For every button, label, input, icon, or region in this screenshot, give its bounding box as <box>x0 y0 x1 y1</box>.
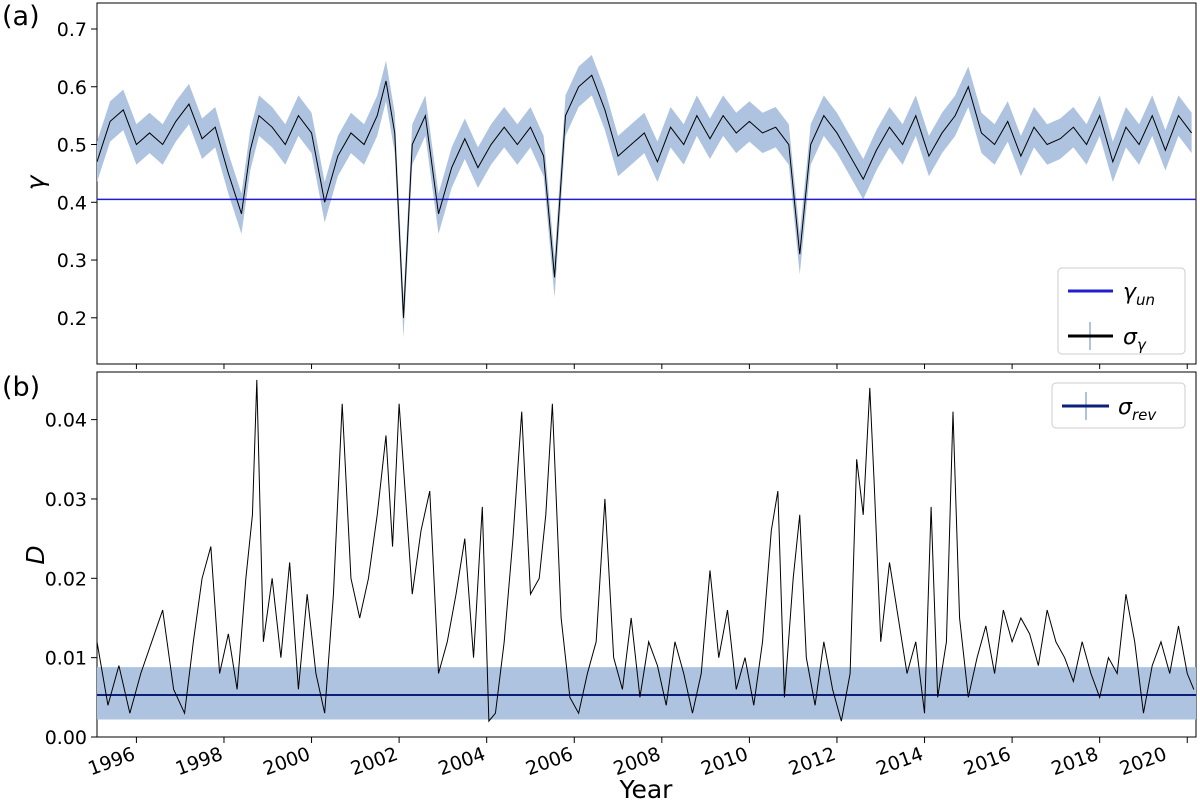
panel-a-label: (a) <box>2 1 40 32</box>
panel-b-error-band <box>97 667 1196 720</box>
panel-b-x-tick-label: 2004 <box>435 743 488 780</box>
panel-b-x-tick-label: 2006 <box>523 743 576 780</box>
legend-gamma-un-label: γun <box>1123 280 1155 309</box>
panel-b-series-line <box>96 379 1195 723</box>
panel-b-legend: σrev <box>1051 382 1186 429</box>
panel-b-x-tick-label: 2016 <box>961 743 1014 780</box>
panel-a-frame <box>96 2 1197 365</box>
panel-b: (b) 0.00 0.01 0.02 0.03 0.04 1996 1998 2000 200… <box>2 371 1197 804</box>
panel-b-x-tick-label: 2014 <box>873 743 926 780</box>
panel-b-x-tick-label: 1998 <box>173 743 226 780</box>
panel-a-y-tick-label: 0.2 <box>57 308 87 330</box>
panel-a-y-tick-label: 0.4 <box>57 192 87 214</box>
panel-b-y-axis-label: D <box>21 545 50 564</box>
panel-a-series-line <box>96 74 1193 318</box>
panel-b-x-axis-ticks: 1996 1998 2000 2002 2004 2006 2008 2010 2012 2014… <box>85 737 1188 780</box>
panel-a-y-axis-ticks: 0.2 0.3 0.4 0.5 0.6 0.7 <box>57 19 1188 369</box>
panel-a-y-tick-label: 0.3 <box>57 250 87 272</box>
panel-a-error-band <box>97 54 1192 339</box>
panel-a-y-axis-label: γ <box>21 174 50 190</box>
panel-b-x-tick-label: 2012 <box>786 743 839 780</box>
panel-b-y-tick-label: 0.04 <box>45 410 87 432</box>
x-axis-label: Year <box>619 775 674 804</box>
panel-b-y-tick-label: 0.03 <box>45 489 87 511</box>
panel-b-y-tick-label: 0.00 <box>45 727 87 749</box>
panel-b-y-tick-label: 0.01 <box>45 648 87 670</box>
legend-sigma-gamma-label: σγ <box>1123 325 1147 354</box>
panel-b-x-tick-label: 2018 <box>1048 743 1101 780</box>
panel-a-y-tick-label: 0.5 <box>57 135 87 157</box>
panel-b-x-tick-label: 2002 <box>348 743 401 780</box>
panel-a-legend-box <box>1057 267 1186 355</box>
panel-b-label: (b) <box>2 372 40 403</box>
panel-b-y-axis-ticks: 0.00 0.01 0.02 0.03 0.04 <box>45 410 97 749</box>
panel-a-legend: γun σγ <box>1057 267 1186 355</box>
panel-b-x-tick-label: 2000 <box>260 743 313 780</box>
legend-sigma-rev-label: σrev <box>1118 395 1157 424</box>
panel-a-y-tick-label: 0.6 <box>57 77 87 99</box>
panel-b-x-tick-label: 2020 <box>1117 743 1170 780</box>
panel-b-frame <box>96 371 1197 738</box>
panel-b-x-tick-label: 1996 <box>85 743 138 780</box>
panel-b-y-tick-label: 0.02 <box>45 568 87 590</box>
panel-a-y-tick-label: 0.7 <box>57 19 87 41</box>
panel-b-x-tick-label: 2010 <box>698 743 751 780</box>
panel-a: (a) 0.2 0.3 0.4 0.5 0.6 0.7 γ γun σγ <box>2 1 1197 369</box>
